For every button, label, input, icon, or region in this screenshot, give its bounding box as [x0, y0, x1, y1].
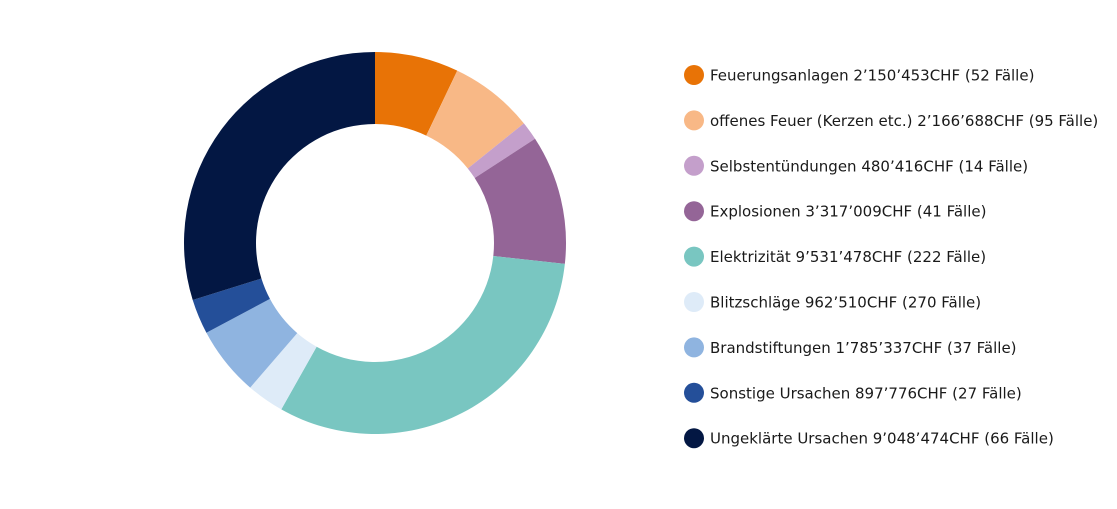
legend-swatch-3 [684, 201, 704, 222]
legend-label-7: Sonstige Ursachen 897’776CHF (27 Fälle) [710, 384, 1022, 402]
legend: Feuerungsanlagen 2’150’453CHF (52 Fälle)… [684, 65, 1098, 449]
donut-slice-8 [184, 52, 375, 301]
donut-slice-4 [281, 256, 565, 434]
legend-label-8: Ungeklärte Ursachen 9’048’474CHF (66 Fäl… [710, 430, 1054, 448]
legend-label-4: Elektrizität 9’531’478CHF (222 Fälle) [710, 248, 986, 266]
donut-slice-5 [250, 333, 317, 410]
legend-label-3: Explosionen 3’317’009CHF (41 Fälle) [710, 203, 986, 221]
legend-swatch-1 [684, 110, 704, 131]
legend-label-2: Selbstentündungen 480’416CHF (14 Fälle) [710, 157, 1028, 175]
legend-swatch-4 [684, 246, 704, 267]
legend-swatch-0 [684, 65, 704, 85]
legend-label-1: offenes Feuer (Kerzen etc.) 2’166’688CHF… [710, 112, 1098, 130]
donut-slice-7 [192, 278, 270, 333]
legend-swatch-7 [684, 382, 704, 403]
donut-slice-3 [474, 138, 566, 264]
legend-label-6: Brandstiftungen 1’785’337CHF (37 Fälle) [710, 339, 1017, 357]
legend-swatch-2 [684, 155, 704, 176]
legend-swatch-5 [684, 292, 704, 312]
donut-slice-1 [426, 70, 524, 169]
legend-label-5: Blitzschläge 962’510CHF (270 Fälle) [710, 294, 981, 312]
donut-slice-0 [375, 52, 458, 136]
legend-swatch-6 [684, 337, 704, 358]
donut-slice-6 [206, 298, 298, 388]
donut-slice-2 [467, 123, 536, 179]
legend-label-0: Feuerungsanlagen 2’150’453CHF (52 Fälle) [710, 67, 1034, 85]
legend-swatch-8 [684, 428, 704, 449]
donut-slices [184, 52, 566, 434]
